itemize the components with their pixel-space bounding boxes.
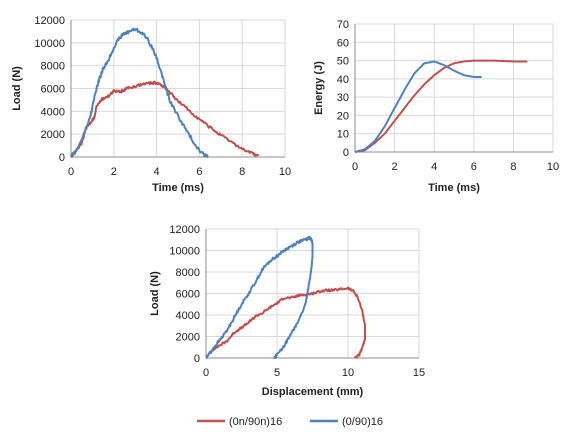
x-axis-title: Displacement (mm)	[262, 386, 364, 398]
series-line-blue	[70, 27, 209, 158]
energy-time-chart: 0 10 20 30 40 50 60 70 0 2 4 6 8 10 Time (ms) Energy (J…	[313, 19, 559, 194]
x-tick-label: 6	[196, 166, 202, 178]
y-tick-label: 6000	[176, 289, 200, 301]
load-time-chart: 0 2000 4000 6000 8000 10000 12000 0 2 4 6 8 10 Time (…	[11, 15, 291, 194]
x-tick-label: 4	[154, 166, 160, 178]
series-line-red	[354, 59, 528, 153]
load-displacement-chart: 0 2000 4000 6000 8000 10000 12000 0 5 10 15 Displac…	[149, 224, 425, 398]
y-tick-label: 70	[337, 19, 349, 31]
y-tick-label: 10	[337, 129, 349, 141]
x-tick-label: 2	[392, 161, 398, 173]
x-axis-title: Time (ms)	[428, 182, 480, 194]
x-tick-label: 10	[279, 166, 291, 178]
series-line-red	[205, 286, 366, 359]
y-axis-title: Energy (J)	[313, 61, 325, 115]
y-tick-label: 4000	[41, 106, 65, 118]
series-line-red	[70, 80, 260, 158]
y-tick-label: 8000	[176, 267, 200, 279]
y-tick-label: 20	[337, 110, 349, 122]
y-tick-label: 50	[337, 56, 349, 68]
y-tick-label: 10000	[34, 38, 65, 50]
y-tick-label: 10000	[169, 246, 200, 258]
x-tick-label: 0	[203, 367, 209, 379]
y-tick-label: 4000	[176, 310, 200, 322]
legend-label-red: (0n/90n)16	[229, 416, 282, 428]
x-tick-label: 0	[68, 166, 74, 178]
y-tick-label: 6000	[41, 84, 65, 96]
y-tick-label: 40	[337, 74, 349, 86]
y-tick-label: 12000	[34, 15, 65, 27]
y-tick-label: 12000	[169, 224, 200, 236]
series-line-blue	[354, 60, 482, 153]
x-tick-label: 15	[413, 367, 425, 379]
series-line-blue	[205, 235, 314, 359]
y-tick-label: 0	[194, 353, 200, 365]
y-tick-label: 2000	[176, 332, 200, 344]
legend-label-blue: (0/90)16	[342, 416, 383, 428]
y-tick-label: 2000	[41, 129, 65, 141]
y-axis-title: Load (N)	[11, 66, 23, 111]
y-tick-label: 30	[337, 92, 349, 104]
legend: (0n/90n)16 (0/90)16	[197, 416, 383, 428]
y-tick-label: 8000	[41, 61, 65, 73]
x-tick-label: 8	[510, 161, 516, 173]
y-tick-label: 0	[343, 147, 349, 159]
x-tick-label: 2	[111, 166, 117, 178]
y-axis-title: Load (N)	[149, 271, 161, 316]
x-axis-title: Time (ms)	[152, 182, 204, 194]
x-tick-label: 8	[239, 166, 245, 178]
x-tick-label: 10	[547, 161, 559, 173]
x-tick-label: 10	[342, 367, 354, 379]
x-tick-label: 4	[431, 161, 437, 173]
y-tick-label: 60	[337, 37, 349, 49]
x-tick-label: 0	[352, 161, 358, 173]
x-tick-label: 5	[274, 367, 280, 379]
x-tick-label: 6	[471, 161, 477, 173]
y-tick-label: 0	[59, 152, 65, 164]
